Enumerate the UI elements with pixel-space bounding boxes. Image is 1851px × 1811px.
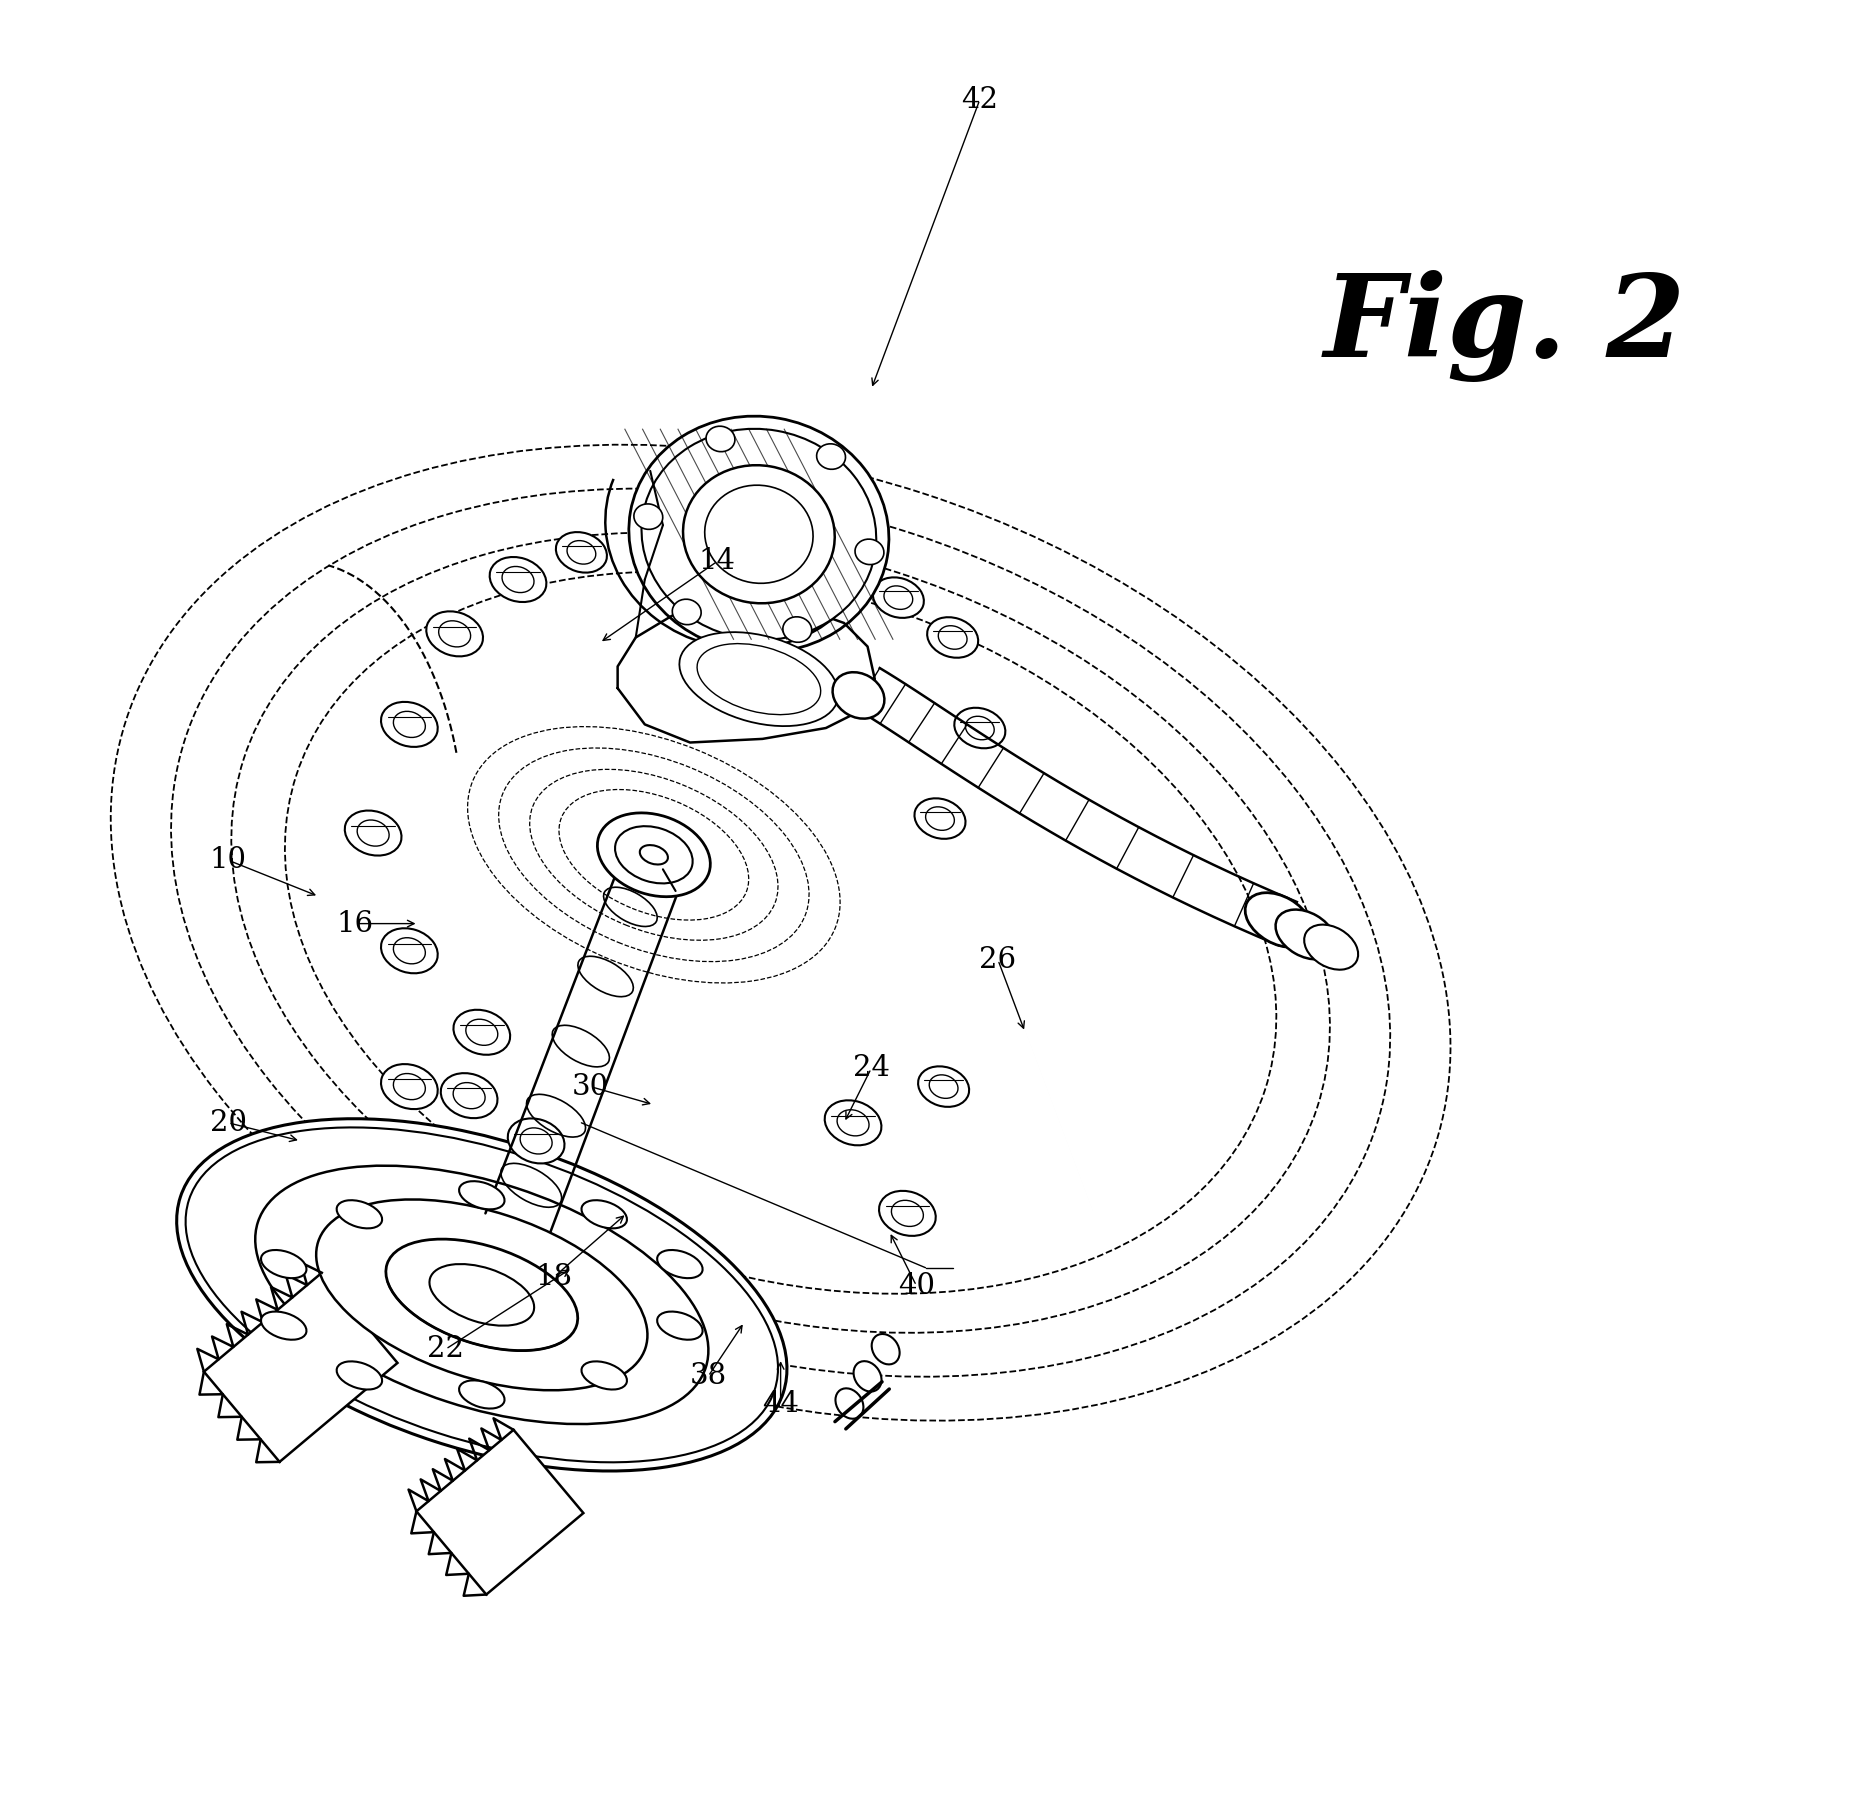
Ellipse shape <box>1275 909 1336 960</box>
Ellipse shape <box>853 1362 881 1391</box>
Ellipse shape <box>679 632 839 726</box>
Ellipse shape <box>826 1101 881 1145</box>
Ellipse shape <box>879 1192 937 1235</box>
Text: Fig. 2: Fig. 2 <box>1323 270 1686 382</box>
Ellipse shape <box>835 1389 863 1418</box>
Ellipse shape <box>914 799 966 838</box>
Ellipse shape <box>453 1011 511 1054</box>
Text: 44: 44 <box>763 1389 800 1418</box>
Ellipse shape <box>507 1119 565 1163</box>
Ellipse shape <box>672 599 702 625</box>
Ellipse shape <box>683 465 835 603</box>
Ellipse shape <box>792 541 842 581</box>
Ellipse shape <box>255 1166 709 1423</box>
Text: 16: 16 <box>337 909 374 938</box>
Ellipse shape <box>657 1311 703 1340</box>
Text: 26: 26 <box>979 945 1016 974</box>
Ellipse shape <box>459 1380 505 1409</box>
Text: 14: 14 <box>698 547 735 576</box>
Ellipse shape <box>657 1250 703 1279</box>
Ellipse shape <box>705 426 735 451</box>
Ellipse shape <box>598 813 711 896</box>
Text: 10: 10 <box>209 846 246 875</box>
Ellipse shape <box>381 703 437 746</box>
Ellipse shape <box>1305 925 1359 969</box>
Ellipse shape <box>833 672 885 719</box>
Ellipse shape <box>385 1239 578 1351</box>
Ellipse shape <box>874 578 924 618</box>
Ellipse shape <box>261 1311 307 1340</box>
Ellipse shape <box>231 532 1329 1333</box>
Ellipse shape <box>783 618 813 643</box>
Ellipse shape <box>927 618 977 657</box>
Ellipse shape <box>816 444 846 469</box>
Ellipse shape <box>581 1201 627 1228</box>
Ellipse shape <box>317 1199 648 1391</box>
Text: 18: 18 <box>535 1262 572 1291</box>
Ellipse shape <box>555 532 607 572</box>
Ellipse shape <box>629 417 888 652</box>
Polygon shape <box>416 1431 583 1594</box>
Text: 38: 38 <box>690 1362 727 1391</box>
Ellipse shape <box>261 1250 307 1279</box>
Ellipse shape <box>381 1065 437 1108</box>
Polygon shape <box>618 601 876 743</box>
Ellipse shape <box>640 846 668 864</box>
Ellipse shape <box>429 1264 535 1326</box>
Ellipse shape <box>441 1074 498 1117</box>
Ellipse shape <box>642 429 876 639</box>
Ellipse shape <box>955 708 1005 748</box>
Text: 20: 20 <box>209 1108 246 1137</box>
Text: 30: 30 <box>572 1072 609 1101</box>
Ellipse shape <box>170 489 1390 1376</box>
Ellipse shape <box>111 446 1451 1420</box>
Text: 42: 42 <box>961 85 998 114</box>
Ellipse shape <box>1246 893 1312 947</box>
Ellipse shape <box>581 1362 627 1389</box>
Ellipse shape <box>381 929 437 973</box>
Ellipse shape <box>633 503 663 529</box>
Text: 24: 24 <box>853 1054 890 1083</box>
Ellipse shape <box>337 1362 381 1389</box>
Ellipse shape <box>692 523 742 563</box>
Text: 40: 40 <box>898 1271 935 1300</box>
Ellipse shape <box>337 1201 381 1228</box>
Ellipse shape <box>872 1335 900 1364</box>
Ellipse shape <box>344 811 402 855</box>
Ellipse shape <box>426 612 483 656</box>
Ellipse shape <box>459 1181 505 1210</box>
Ellipse shape <box>615 826 692 884</box>
Polygon shape <box>204 1273 398 1461</box>
Ellipse shape <box>918 1067 970 1107</box>
Ellipse shape <box>491 558 546 601</box>
Ellipse shape <box>285 572 1277 1293</box>
Ellipse shape <box>855 540 885 565</box>
Ellipse shape <box>176 1119 787 1471</box>
Text: 22: 22 <box>428 1335 465 1364</box>
